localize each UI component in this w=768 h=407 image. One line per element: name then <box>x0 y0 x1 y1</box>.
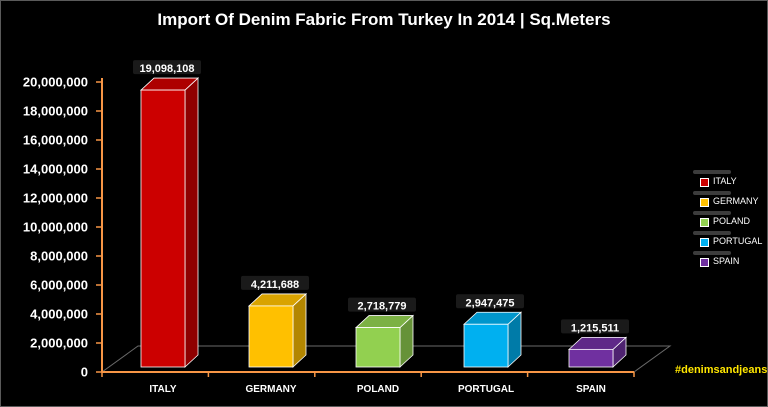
x-tick-label-italy: ITALY <box>149 384 177 395</box>
bar-side-germany <box>292 293 307 368</box>
legend-label-germany: GERMANY <box>713 196 759 206</box>
y-tick-label: 18,000,000 <box>23 104 88 119</box>
legend-item-poland: POLAND <box>693 211 765 230</box>
legend-item-italy: ITALY <box>693 170 765 190</box>
y-tick-label: 16,000,000 <box>23 133 88 148</box>
data-label-bg <box>348 297 416 312</box>
watermark: #denimsandjeans <box>675 364 768 376</box>
y-tick-label: 8,000,000 <box>30 249 88 264</box>
legend-item-spain: SPAIN <box>693 251 765 270</box>
bar-italy <box>140 89 186 368</box>
legend: ITALY GERMANY POLAND PORTUGAL SPAIN <box>693 170 765 270</box>
y-tick-label: 14,000,000 <box>23 162 88 177</box>
chart-title: Import Of Denim Fabric From Turkey In 20… <box>157 10 611 29</box>
bar-germany <box>248 305 294 368</box>
y-tick-label: 20,000,000 <box>23 75 88 90</box>
legend-separator <box>693 170 731 174</box>
data-label-germany: 4,211,688 <box>251 279 299 291</box>
bar-spain <box>568 348 614 368</box>
y-tick-label: 4,000,000 <box>30 307 88 322</box>
bar-poland <box>355 327 401 368</box>
bar-side-italy <box>184 77 199 368</box>
x-tick-label-portugal: PORTUGAL <box>458 384 514 395</box>
legend-label-poland: POLAND <box>713 216 751 226</box>
data-label-bg <box>561 319 629 334</box>
data-label-bg <box>241 275 309 290</box>
x-tick-label-poland: POLAND <box>357 384 399 395</box>
bar-portugal <box>463 323 509 368</box>
legend-swatch-spain <box>700 258 709 267</box>
y-tick-label: 12,000,000 <box>23 191 88 206</box>
legend-swatch-italy <box>700 178 709 187</box>
legend-separator <box>693 231 731 235</box>
legend-separator <box>693 211 731 215</box>
data-label-bg <box>456 294 524 309</box>
legend-item-germany: GERMANY <box>693 191 765 210</box>
data-label-bg <box>133 60 201 75</box>
legend-separator <box>693 251 731 255</box>
legend-label-italy: ITALY <box>713 176 737 186</box>
y-tick-label: 2,000,000 <box>30 336 88 351</box>
x-tick-label-spain: SPAIN <box>576 384 606 395</box>
x-tick-label-germany: GERMANY <box>245 384 296 395</box>
legend-label-portugal: PORTUGAL <box>713 236 763 246</box>
y-tick-label: 10,000,000 <box>23 220 88 235</box>
legend-label-spain: SPAIN <box>713 256 740 266</box>
data-label-spain: 1,215,511 <box>571 322 619 334</box>
legend-separator <box>693 191 731 195</box>
legend-swatch-poland <box>700 218 709 227</box>
legend-swatch-portugal <box>700 238 709 247</box>
legend-swatch-germany <box>700 198 709 207</box>
legend-item-portugal: PORTUGAL <box>693 231 765 250</box>
data-label-italy: 19,098,108 <box>139 63 194 75</box>
data-label-portugal: 2,947,475 <box>466 297 515 309</box>
data-label-poland: 2,718,779 <box>358 301 407 313</box>
y-tick-label: 0 <box>81 365 88 380</box>
y-tick-label: 6,000,000 <box>30 278 88 293</box>
